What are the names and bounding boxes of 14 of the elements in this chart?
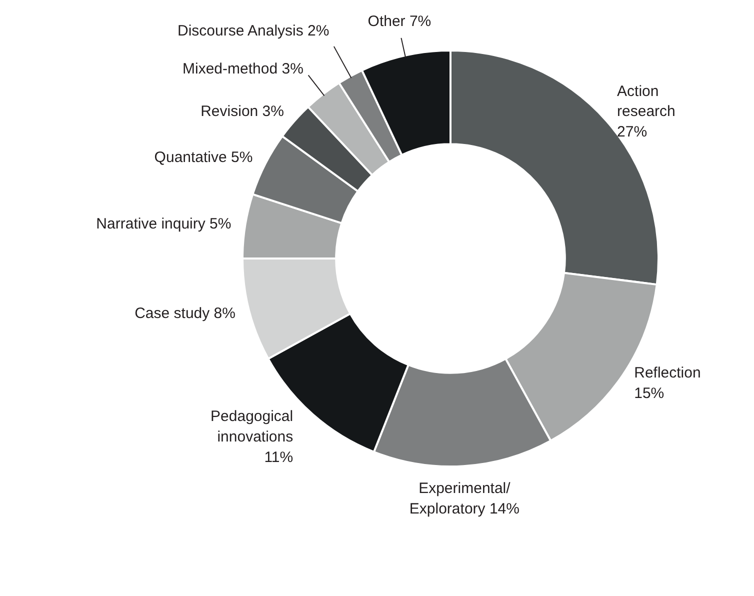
data-label: 11% <box>264 448 294 466</box>
slice-label: Discourse Analysis 2% <box>178 22 330 40</box>
data-label: 15% <box>634 384 664 402</box>
slice-label: Action research <box>617 82 676 120</box>
slice-label: Other 7% <box>368 13 432 30</box>
data-label: 27% <box>617 124 648 141</box>
slice-label: Case study 8% <box>134 305 236 322</box>
slice-label: Narrative inquiry 5% <box>96 215 232 232</box>
slice-label: Mixed-method 3% <box>182 60 304 78</box>
slice-label: Revision 3% <box>200 103 284 120</box>
slice-label: Reflection <box>634 364 701 382</box>
slice-label: Pedagogical innovations <box>210 408 294 446</box>
slice-label: Quantative 5% <box>154 149 253 166</box>
slice-label: Experimental/ Exploratory 14% <box>409 480 520 518</box>
